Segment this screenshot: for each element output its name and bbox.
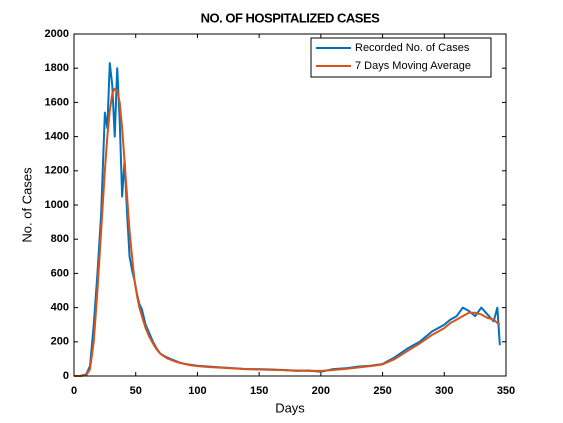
y-tick-label: 1600 xyxy=(45,96,69,108)
x-tick-label: 350 xyxy=(497,385,515,397)
chart-title: NO. OF HOSPITALIZED CASES xyxy=(201,10,380,25)
x-tick-label: 50 xyxy=(130,385,142,397)
y-tick-label: 800 xyxy=(51,233,69,245)
y-tick-label: 1200 xyxy=(45,165,69,177)
y-tick-label: 600 xyxy=(51,267,69,279)
x-tick-label: 250 xyxy=(373,385,391,397)
data-line xyxy=(74,87,501,377)
y-tick-label: 1800 xyxy=(45,62,69,74)
x-axis-label: Days xyxy=(275,400,305,415)
x-tick-label: 200 xyxy=(312,385,330,397)
y-axis-label: No. of Cases xyxy=(19,167,34,243)
x-tick-label: 0 xyxy=(71,385,77,397)
y-tick-label: 1000 xyxy=(45,199,69,211)
x-tick-label: 150 xyxy=(250,385,268,397)
axes-box xyxy=(73,33,507,377)
y-tick-label: 0 xyxy=(63,370,69,382)
y-tick-label: 400 xyxy=(51,302,69,314)
x-tick-label: 300 xyxy=(435,385,453,397)
legend-label: 7 Days Moving Average xyxy=(355,60,471,72)
y-tick-label: 1400 xyxy=(45,131,69,143)
y-tick-label: 200 xyxy=(51,336,69,348)
legend-box xyxy=(310,37,492,78)
plot-area xyxy=(74,34,506,376)
x-tick-label: 100 xyxy=(188,385,206,397)
legend-label: Recorded No. of Cases xyxy=(355,42,470,54)
y-tick-label: 2000 xyxy=(45,28,69,40)
